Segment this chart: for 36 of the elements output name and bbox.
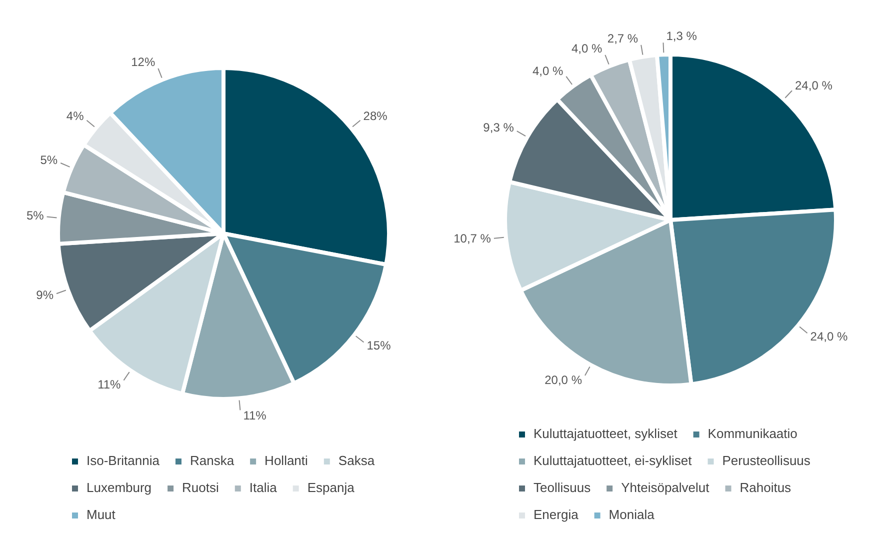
data-label: 1,3 % (666, 28, 698, 43)
legend-label: Hollanti (264, 453, 308, 468)
data-label: 11% (243, 408, 267, 422)
legend-label: Kuluttajatuotteet, ei-sykliset (534, 453, 692, 468)
data-label: 9,3 % (483, 120, 514, 134)
legend-label: Ruotsi (182, 480, 219, 496)
data-label: 4,0 % (532, 64, 564, 78)
legend-label: Perusteollisuus (722, 453, 811, 468)
legend-label: Espanja (307, 480, 356, 496)
legend-label: Saksa (338, 453, 376, 468)
data-label: 28% (363, 108, 388, 123)
legend-label: Ranska (190, 453, 235, 468)
data-label: 12% (131, 55, 156, 70)
legend-label: Iso-Britannia (86, 453, 160, 468)
legend-label: Rahoitus (740, 480, 792, 496)
legend-label: Muut (86, 507, 116, 522)
data-label: 4,0 % (571, 42, 602, 56)
data-label: 5% (40, 152, 58, 167)
legend-label: Italia (249, 480, 278, 496)
data-label: 5% (26, 208, 44, 223)
legend-label: Yhteisöpalvelut (621, 480, 710, 496)
data-label: 9% (36, 288, 54, 302)
data-label: 20,0 % (544, 373, 582, 388)
legend-label: Luxemburg (86, 480, 152, 496)
data-label: 10,7 % (454, 231, 492, 246)
legend-label: Kommunikaatio (708, 426, 798, 442)
legend-label: Kuluttajatuotteet, sykliset (534, 426, 678, 442)
data-label: 24,0 % (795, 78, 833, 93)
legend-label: Teollisuus (534, 480, 592, 496)
data-label: 24,0 % (810, 329, 848, 344)
data-label: 15% (366, 338, 392, 352)
data-label: 11% (98, 378, 122, 392)
legend-label: Moniala (608, 507, 656, 522)
data-label: 2,7 % (607, 31, 638, 46)
legend-label: Energia (534, 507, 580, 522)
data-label: 4% (66, 108, 84, 123)
